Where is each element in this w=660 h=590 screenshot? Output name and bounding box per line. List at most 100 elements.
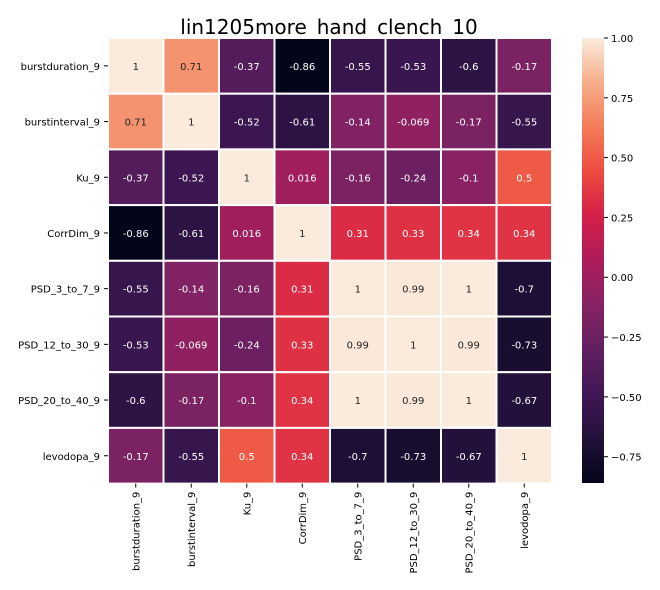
heatmap-cell: [218, 426, 276, 485]
cell-value-label: -0.73: [400, 452, 426, 463]
y-tick-label: CorrDim_9: [47, 229, 100, 240]
y-tick-label: levodopa_9: [43, 452, 100, 463]
colorbar-tick-label: −0.75: [611, 453, 642, 464]
cell-value-label: -0.16: [234, 285, 260, 296]
cell-value-label: -0.55: [178, 452, 204, 463]
y-tick-label: PSD_12_to_30_9: [18, 340, 100, 351]
y-tick-label: burstduration_9: [21, 62, 100, 73]
cell-value-label: -0.17: [123, 452, 149, 463]
cell-value-label: 1: [466, 396, 472, 407]
cell-value-label: 0.71: [180, 62, 202, 73]
colorbar-tick-label: −0.50: [611, 393, 642, 404]
cell-value-label: 0.5: [239, 452, 255, 463]
x-tick-label: PSD_12_to_30_9: [409, 492, 420, 574]
cell-value-label: 0.33: [402, 229, 424, 240]
heatmap-cell: [329, 259, 387, 318]
colorbar-tick-label: 0.75: [611, 94, 633, 105]
cell-value-label: -0.1: [237, 396, 257, 407]
cell-value-label: -0.14: [345, 118, 371, 129]
heatmap-cell: [495, 426, 553, 485]
cell-value-label: -0.17: [178, 396, 204, 407]
cell-value-label: 1: [133, 62, 139, 73]
cell-value-label: -0.16: [345, 173, 371, 184]
x-tick-label: CorrDim_9: [298, 492, 309, 545]
cell-value-label: -0.86: [123, 229, 149, 240]
cell-value-label: 0.71: [125, 118, 147, 129]
cell-value-label: -0.069: [175, 340, 207, 351]
cell-value-label: -0.61: [178, 229, 204, 240]
heatmap-cell: [162, 92, 220, 151]
heatmap-cell: [384, 92, 442, 151]
y-axis: burstduration_9 burstinterval_9 Ku_9 CorrDi…: [18, 62, 108, 463]
cell-value-label: -0.7: [514, 285, 534, 296]
cell-value-label: -0.24: [234, 340, 260, 351]
heatmap-cell: [162, 315, 220, 374]
heatmap-cell: [218, 371, 276, 429]
heatmap-cell: [384, 37, 442, 95]
colorbar-tick-label: −0.25: [611, 333, 642, 344]
heatmap-cell: [273, 148, 331, 207]
cell-value-label: 0.5: [516, 173, 532, 184]
x-tick-label: PSD_3_to_7_9: [354, 492, 365, 561]
cell-value-label: -0.17: [511, 62, 537, 73]
heatmap-cell: [329, 426, 387, 485]
heatmap-cell: [440, 371, 498, 429]
y-tick-label: PSD_3_to_7_9: [31, 285, 100, 296]
x-axis: burstduration_9 burstinterval_9 Ku_9 CorrDi…: [132, 483, 531, 574]
cell-value-label: 1: [466, 285, 472, 296]
x-tick-label: burstinterval_9: [187, 492, 198, 567]
cell-value-label: -0.67: [456, 452, 482, 463]
cell-value-label: 1: [410, 340, 416, 351]
cell-value-label: -0.55: [511, 118, 537, 129]
cell-value-label: -0.37: [234, 62, 260, 73]
colorbar-gradient: [582, 38, 604, 483]
x-tick-label: PSD_20_to_40_9: [465, 492, 476, 574]
heatmap-cell: [384, 315, 442, 374]
cell-value-label: 1: [244, 173, 250, 184]
x-tick-label: levodopa_9: [520, 492, 531, 549]
cell-value-label: 0.31: [291, 285, 313, 296]
cell-value-label: 0.34: [513, 229, 535, 240]
heatmap-cell: [329, 148, 387, 207]
cell-value-label: 0.016: [232, 229, 261, 240]
chart-title: lin1205more_hand_clench_10: [180, 15, 477, 39]
heatmap-cell: [218, 204, 276, 262]
cell-value-label: -0.6: [459, 62, 479, 73]
y-tick-label: PSD_20_to_40_9: [18, 396, 100, 407]
cell-value-label: -0.86: [289, 62, 315, 73]
cell-value-label: 0.34: [291, 452, 313, 463]
y-tick-label: burstinterval_9: [25, 118, 100, 129]
cell-value-label: -0.17: [456, 118, 482, 129]
cell-value-label: 0.31: [347, 229, 369, 240]
cell-value-label: 0.016: [288, 173, 317, 184]
cell-value-label: -0.55: [123, 285, 149, 296]
cell-value-label: -0.6: [126, 396, 146, 407]
heatmap-cell: [218, 148, 276, 207]
heatmap-cell: [495, 148, 553, 207]
heatmap-cell: [440, 148, 498, 207]
colorbar-tick-label: 1.00: [611, 34, 633, 45]
cell-value-label: 1: [299, 229, 305, 240]
cell-value-label: -0.24: [400, 173, 426, 184]
heatmap-cell: [107, 371, 165, 429]
heatmap-cell: [384, 371, 442, 429]
cell-value-label: -0.61: [289, 118, 315, 129]
cell-value-label: 1: [521, 452, 527, 463]
x-tick-label: burstduration_9: [132, 492, 143, 571]
heatmap-cell: [273, 259, 331, 318]
heatmap-cell: [495, 371, 553, 429]
cell-value-label: -0.53: [400, 62, 426, 73]
heatmap-cell: [162, 371, 220, 429]
heatmap-cell-labels: 1 0.71 -0.37 -0.86 -0.55 -0.53 -0.6 -0.17 0.71 1 -…: [123, 62, 537, 463]
cell-value-label: 0.33: [291, 340, 313, 351]
colorbar-tick-label: 0.00: [611, 273, 633, 284]
heatmap-cell: [329, 315, 387, 374]
cell-value-label: -0.1: [459, 173, 479, 184]
cell-value-label: -0.67: [511, 396, 537, 407]
cell-value-label: -0.7: [348, 452, 368, 463]
cell-value-label: 0.99: [402, 285, 424, 296]
cell-value-label: -0.14: [178, 285, 204, 296]
colorbar-tick-label: 0.25: [611, 213, 633, 224]
cell-value-label: 1: [355, 396, 361, 407]
